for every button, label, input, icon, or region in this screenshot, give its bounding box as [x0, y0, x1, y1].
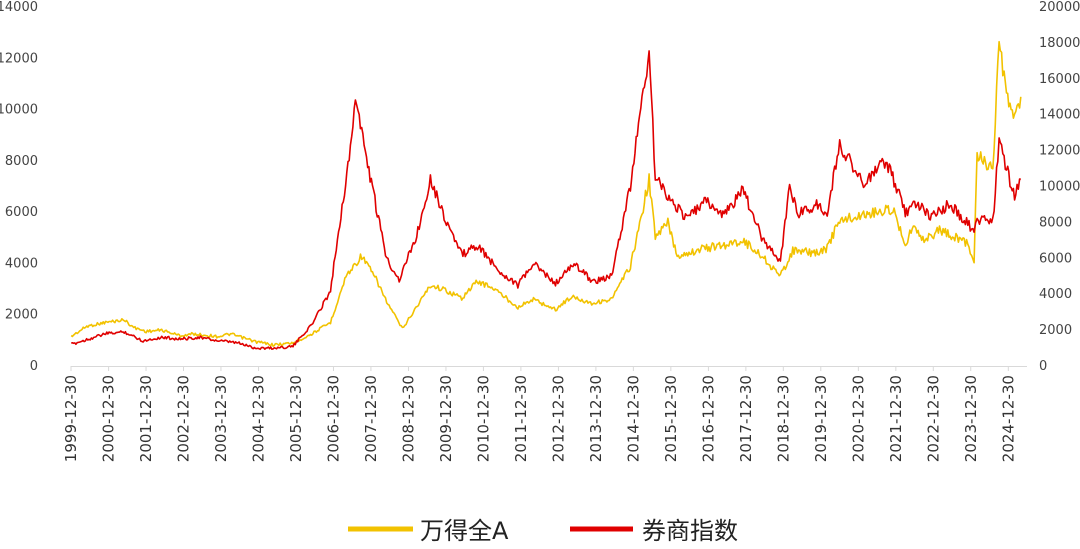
- right-y-tick-label: 6000: [1039, 251, 1072, 266]
- left-y-tick-label: 2000: [5, 308, 38, 323]
- x-tick-label: 2021-12-30: [887, 375, 905, 462]
- x-tick-label: 2002-12-30: [174, 375, 192, 462]
- series-line-broker-index: [71, 50, 1021, 351]
- left-y-tick-label: 0: [30, 359, 38, 374]
- x-tick-label: 2006-12-30: [324, 375, 342, 462]
- legend: 万得全A 券商指数: [348, 517, 738, 545]
- left-y-axis: 0 2000 4000 6000 8000 10000 12000 14000: [0, 0, 38, 374]
- x-tick-label: 2017-12-30: [737, 375, 755, 462]
- x-tick-label: 2018-12-30: [774, 375, 792, 462]
- right-y-tick-label: 12000: [1039, 144, 1080, 159]
- x-tick-label: 2004-12-30: [250, 375, 268, 462]
- left-y-tick-label: 8000: [5, 154, 38, 169]
- x-tick-label: 2024-12-30: [999, 375, 1017, 462]
- x-tick-label: 2019-12-30: [812, 375, 830, 462]
- right-y-tick-label: 10000: [1039, 180, 1080, 195]
- x-tick-label: 2008-12-30: [399, 375, 417, 462]
- right-y-tick-label: 0: [1039, 359, 1047, 374]
- plot-area: [70, 40, 1022, 351]
- x-tick-label: 2010-12-30: [474, 375, 492, 462]
- x-axis: 1999-12-30 2000-12-30 2001-12-30 2002-12-30…: [62, 366, 1027, 462]
- x-tick-label: 2007-12-30: [362, 375, 380, 462]
- right-y-tick-label: 8000: [1039, 215, 1072, 230]
- left-y-tick-label: 14000: [0, 0, 38, 15]
- x-tick-label: 2001-12-30: [137, 375, 155, 462]
- legend-label-broker-index: 券商指数: [642, 517, 738, 545]
- x-tick-label: 2005-12-30: [287, 375, 305, 462]
- x-tick-label: 2000-12-30: [100, 375, 118, 462]
- right-y-axis: 0 2000 4000 6000 8000 10000 12000 14000 16000 180…: [1039, 0, 1080, 374]
- x-tick-label: 2009-12-30: [437, 375, 455, 462]
- left-y-tick-label: 6000: [5, 205, 38, 220]
- right-y-tick-label: 18000: [1039, 36, 1080, 51]
- left-y-tick-label: 4000: [5, 256, 38, 271]
- x-tick-label: 2011-12-30: [512, 375, 530, 462]
- x-tick-label: 2003-12-30: [212, 375, 230, 462]
- right-y-tick-label: 2000: [1039, 323, 1072, 338]
- x-tick-label: 1999-12-30: [62, 375, 80, 462]
- x-tick-label: 2016-12-30: [699, 375, 717, 462]
- left-y-tick-label: 12000: [0, 51, 38, 66]
- x-tick-label: 2012-12-30: [549, 375, 567, 462]
- left-y-tick-label: 10000: [0, 103, 38, 118]
- x-tick-label: 2023-12-30: [962, 375, 980, 462]
- x-tick-label: 2014-12-30: [624, 375, 642, 462]
- right-y-tick-label: 16000: [1039, 72, 1080, 87]
- series-line-wande-all-a: [70, 40, 1022, 347]
- x-tick-label: 2020-12-30: [849, 375, 867, 462]
- x-tick-label: 2013-12-30: [587, 375, 605, 462]
- right-y-tick-label: 14000: [1039, 108, 1080, 123]
- x-tick-label: 2015-12-30: [662, 375, 680, 462]
- legend-label-wande-all-a: 万得全A: [420, 517, 509, 545]
- x-tick-label: 2022-12-30: [924, 375, 942, 462]
- right-y-tick-label: 20000: [1039, 0, 1080, 15]
- right-y-tick-label: 4000: [1039, 287, 1072, 302]
